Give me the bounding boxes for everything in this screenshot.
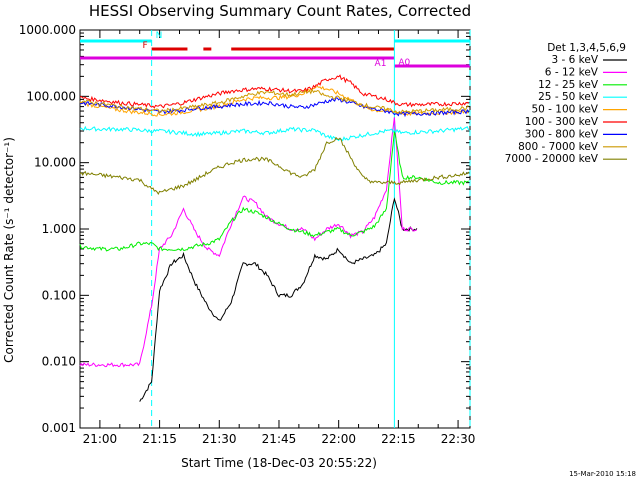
series-line-100-300keV — [79, 74, 469, 109]
legend-entry-label: 7000 - 20000 keV — [505, 153, 599, 165]
x-tick-label: 21:30 — [202, 432, 237, 446]
series-line-300-800keV — [79, 97, 470, 118]
series-line-50-100keV — [79, 85, 469, 117]
y-tick-label: 0.001 — [42, 421, 76, 435]
y-tick-label: 0.100 — [42, 288, 76, 302]
series-line-800-7000keV — [79, 88, 469, 115]
x-tick-label: 21:45 — [262, 432, 297, 446]
footer-timestamp: 15-Mar-2010 15:18 — [569, 470, 636, 478]
plot-area: 0.001 0.010 0.100 1.000 10.000 100.000 1000.00… — [19, 23, 476, 446]
status-bar-label: A0 — [398, 58, 410, 68]
y-axis-label: Corrected Count Rate (s⁻¹ detector⁻¹) — [2, 137, 16, 363]
status-bar-label: A1 — [375, 59, 387, 69]
x-tick-label: 21:00 — [83, 432, 118, 446]
y-tick-label: 0.010 — [42, 355, 76, 369]
chart-title: HESSI Observing Summary Count Rates, Cor… — [89, 2, 471, 20]
legend-entry-label: 100 - 300 keV — [525, 116, 599, 128]
x-tick-label: 22:30 — [441, 432, 476, 446]
x-tick-label: 21:15 — [142, 432, 177, 446]
legend-title: Det 1,3,4,5,6,9 — [547, 42, 626, 54]
y-tick-label: 10.000 — [34, 156, 76, 170]
status-bar-label: F — [142, 41, 147, 51]
legend-entry-label: 800 - 7000 keV — [518, 141, 599, 153]
legend-entry-label: 3 - 6 keV — [551, 54, 598, 66]
series-line-25-50keV — [79, 125, 470, 142]
x-tick-label: 22:15 — [381, 432, 416, 446]
legend-entry-label: 25 - 50 keV — [538, 91, 599, 103]
legend-entry-label: 50 - 100 keV — [531, 104, 598, 116]
series-line-7000-20000keV — [79, 136, 470, 196]
legend-entry-label: 12 - 25 keV — [538, 79, 599, 91]
series-line-12-25keV — [79, 130, 469, 252]
x-tick-label: 22:00 — [321, 432, 356, 446]
series-line-3-6keV — [139, 197, 418, 402]
legend-entry-label: 300 - 800 keV — [525, 128, 599, 140]
y-tick-label: 100.000 — [26, 89, 76, 103]
y-tick-label: 1000.000 — [19, 23, 76, 37]
x-axis-label: Start Time (18-Dec-03 20:55:22) — [181, 456, 377, 470]
legend-entry-label: 6 - 12 keV — [545, 66, 599, 78]
series-line-6-12keV — [79, 117, 418, 368]
status-bar-label: N — [156, 31, 163, 41]
y-tick-label: 1.000 — [42, 222, 76, 236]
